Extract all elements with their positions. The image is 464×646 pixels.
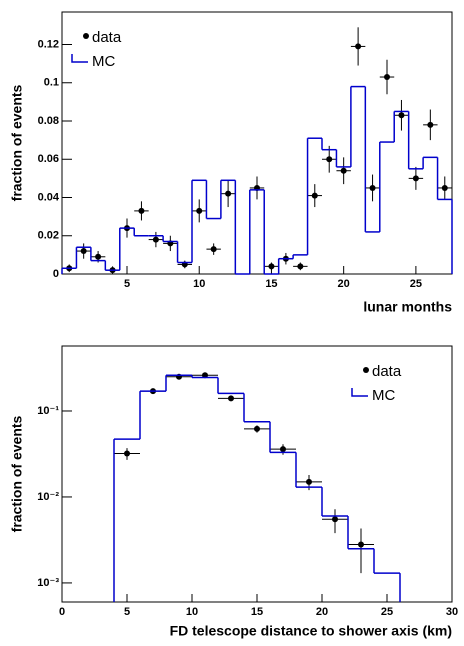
y-tick-label: 0.02 — [38, 230, 59, 242]
data-point — [152, 236, 159, 243]
x-tick-label: 20 — [316, 606, 328, 618]
data-point — [225, 190, 232, 197]
data-point — [384, 74, 390, 81]
data-point — [210, 246, 217, 253]
legend-swatch — [71, 54, 88, 63]
x-tick-label: 10 — [186, 606, 198, 618]
legend-label: MC — [372, 387, 395, 404]
data-point — [196, 207, 203, 214]
legend-swatch — [83, 33, 89, 39]
x-tick-label: 25 — [381, 606, 393, 618]
x-tick-label: 20 — [338, 278, 350, 290]
data-point — [326, 156, 333, 163]
data-point — [311, 192, 318, 199]
legend-label: MC — [92, 53, 115, 70]
y-tick-label: 0.12 — [38, 38, 59, 50]
data-point — [332, 516, 338, 523]
y-axis-title: fraction of events — [9, 415, 25, 532]
legend-swatch — [351, 388, 368, 397]
data-point — [358, 541, 364, 548]
y-axis-title: fraction of events — [9, 84, 25, 201]
x-tick-label: 5 — [124, 606, 130, 618]
data-point — [95, 253, 102, 260]
plot-frame — [61, 345, 453, 603]
plot-frame — [61, 11, 453, 275]
x-axis-title: lunar months — [363, 299, 452, 315]
data-point — [340, 167, 347, 174]
y-tick-label: 0.06 — [38, 153, 59, 165]
data-point — [297, 263, 304, 270]
data-point — [124, 450, 130, 457]
x-tick-label: 15 — [265, 278, 277, 290]
x-tick-label: 25 — [410, 278, 422, 290]
legend-label: data — [372, 363, 402, 380]
legend-swatch — [363, 367, 369, 373]
y-tick-label: 10⁻³ — [37, 577, 59, 589]
data-point — [138, 207, 145, 214]
x-tick-label: 10 — [193, 278, 205, 290]
data-point — [254, 425, 260, 432]
y-tick-label: 10⁻² — [37, 491, 59, 503]
data-point — [280, 446, 286, 453]
y-tick-label: 10⁻¹ — [37, 405, 59, 417]
data-point — [268, 263, 275, 270]
y-tick-label: 0.1 — [44, 77, 59, 89]
data-point — [369, 184, 376, 191]
data-point — [228, 395, 234, 402]
x-axis-title: FD telescope distance to shower axis (km… — [170, 623, 452, 639]
data-point — [398, 112, 405, 119]
data-point — [355, 43, 362, 50]
data-point — [80, 248, 87, 255]
x-tick-label: 5 — [124, 278, 130, 290]
legend-label: data — [92, 29, 122, 46]
data-point — [306, 478, 312, 485]
data-point — [412, 175, 419, 182]
data-point — [427, 121, 434, 128]
x-tick-label: 0 — [59, 606, 65, 618]
y-tick-label: 0 — [53, 268, 59, 280]
y-tick-label: 0.04 — [38, 191, 60, 203]
x-tick-label: 15 — [251, 606, 263, 618]
data-point — [441, 184, 448, 191]
y-tick-label: 0.08 — [38, 115, 59, 127]
x-tick-label: 30 — [446, 606, 458, 618]
